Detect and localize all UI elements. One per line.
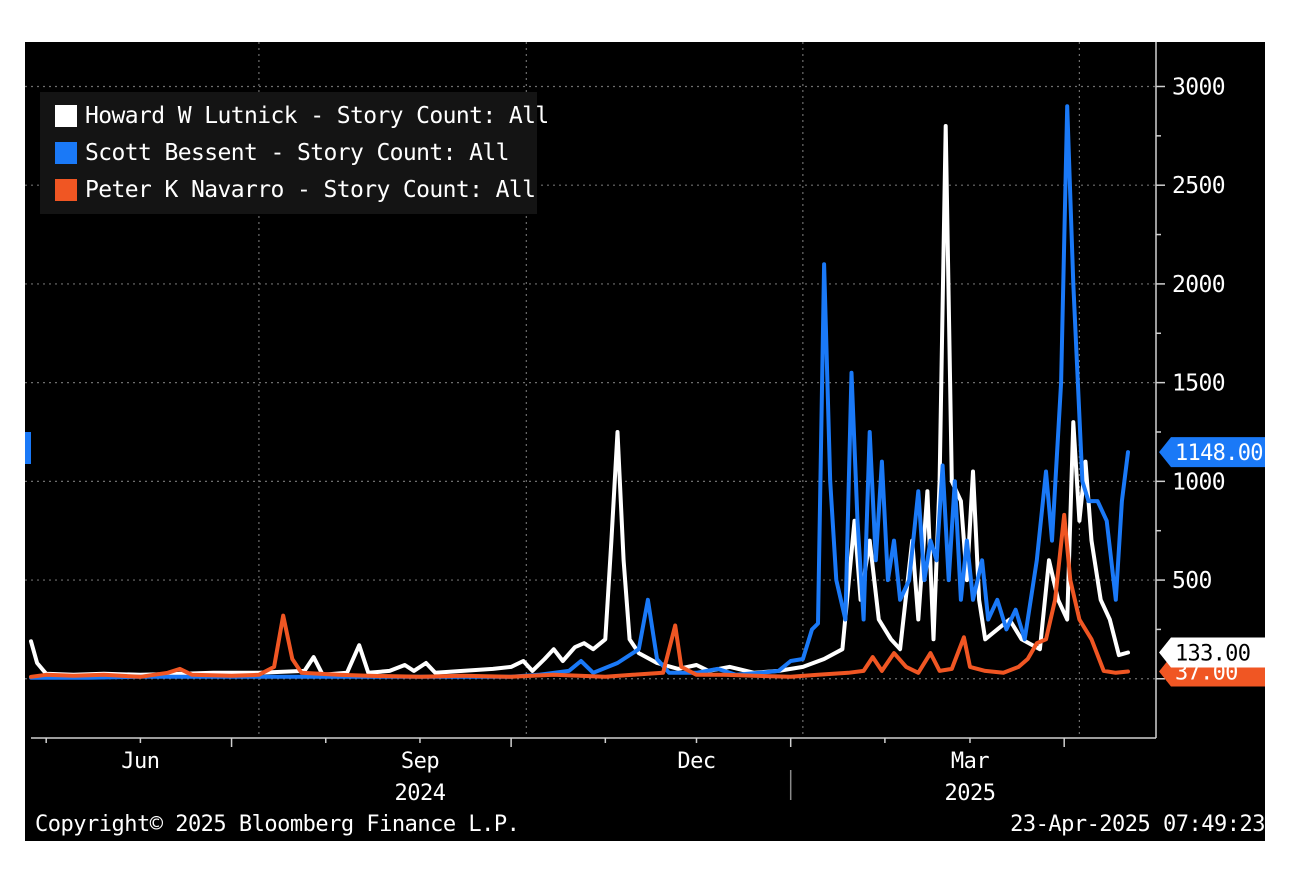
legend: Howard W Lutnick - Story Count: All Scot… [40, 92, 549, 214]
legend-label-navarro: Peter K Navarro - Story Count: All [85, 177, 536, 203]
legend-item-navarro: Peter K Navarro - Story Count: All [55, 177, 536, 203]
y-tick-label: 1500 [1172, 371, 1225, 397]
x-tick-label: Mar [951, 749, 989, 774]
series-line-1 [29, 124, 1130, 677]
last-value-tag-label: 133.00 [1175, 642, 1250, 667]
series-lines [29, 104, 1130, 680]
legend-label-lutnick: Howard W Lutnick - Story Count: All [85, 103, 549, 129]
x-tick-label: Sep [401, 749, 439, 774]
x-tick-label: Jun [121, 749, 159, 774]
last-value-tag-label: 1148.00 [1175, 441, 1263, 466]
left-edge-marker [25, 432, 31, 464]
y-tick-label: 500 [1172, 568, 1212, 594]
y-tick-label: 3000 [1172, 74, 1225, 100]
y-tick-label: 2000 [1172, 272, 1225, 298]
y-tick-label: 2500 [1172, 173, 1225, 199]
x-axis-labels: Jun Sep Dec Mar 2024 2025 [121, 749, 996, 806]
last-value-tag-bg [1159, 437, 1265, 468]
legend-swatch-navarro [55, 179, 77, 201]
x-tick-label: Dec [677, 749, 715, 774]
y-tick-label: 1000 [1172, 469, 1225, 495]
legend-swatch-bessent [55, 142, 77, 164]
line-chart: 500 1000 1500 2000 2500 3000 Jun Sep Dec Mar 2024… [25, 42, 1265, 806]
chart-panel: 500 1000 1500 2000 2500 3000 Jun Sep Dec Mar 2024… [25, 42, 1265, 841]
copyright-text: Copyright© 2025 Bloomberg Finance L.P. [35, 812, 520, 837]
x-year-label: 2024 [394, 781, 445, 806]
axes [31, 42, 1165, 800]
series-line-2 [29, 104, 1130, 680]
series-line-3 [29, 512, 1130, 679]
y-axis-labels: 500 1000 1500 2000 2500 3000 [1172, 74, 1226, 594]
x-year-label: 2025 [944, 781, 995, 806]
legend-item-lutnick: Howard W Lutnick - Story Count: All [55, 103, 549, 129]
legend-label-bessent: Scott Bessent - Story Count: All [85, 140, 510, 166]
legend-swatch-lutnick [55, 105, 77, 127]
timestamp-text: 23-Apr-2025 07:49:23 [1010, 812, 1265, 837]
last-value-tag-bg [1159, 637, 1265, 668]
legend-item-bessent: Scott Bessent - Story Count: All [55, 140, 510, 166]
